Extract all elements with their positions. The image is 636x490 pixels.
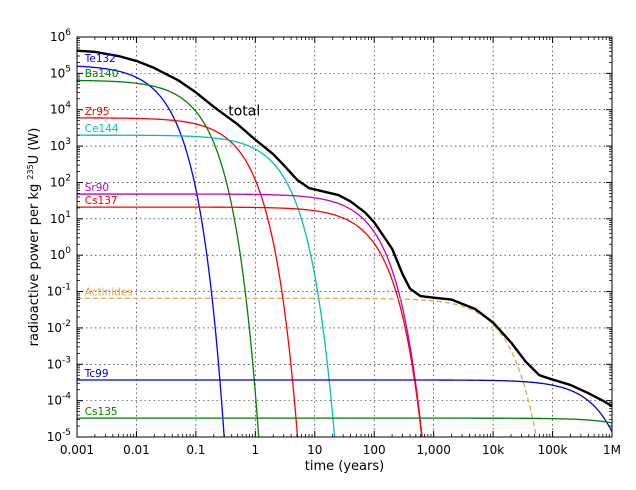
x-axis-label: time (years) [305,459,384,474]
series-label-sr90: Sr90 [85,182,109,194]
x-tick-label: 100 [363,443,386,457]
plot-background [77,37,612,437]
y-tick-label: 10-5 [47,428,71,444]
y-tick-label: 101 [50,210,71,226]
y-tick-label: 10-2 [47,319,71,335]
series-line-cs135 [77,417,612,424]
series-line-sr90 [77,193,423,437]
x-tick-label: 1,000 [416,443,450,457]
y-tick-label: 102 [50,173,71,189]
y-axis-label-sup: 235 [26,164,35,179]
y-axis-label: radioactive power per kg 235U (W) [26,128,42,347]
series-label-total: total [228,103,260,119]
series-label-zr95: Zr95 [85,106,110,118]
x-tick-label: 1 [252,443,260,457]
series-label-cs137: Cs137 [85,195,118,207]
series-line-total [77,49,612,408]
series-label-te132: Te132 [84,53,116,65]
x-tick-label: 10 [307,443,322,457]
y-tick-label: 10-4 [47,392,72,408]
y-tick-label: 100 [50,246,71,262]
series-line-ce144 [77,134,336,437]
series-line-tc99 [77,379,612,433]
y-axis-label-prefix: radioactive power per kg [27,180,42,347]
y-tick-label: 10-1 [47,283,71,299]
series-line-ba140 [77,79,260,437]
x-tick-label: 10k [482,443,504,457]
series-line-te132 [77,65,225,437]
y-tick-label: 104 [50,101,71,117]
series-label-tc99: Tc99 [84,368,109,380]
y-tick-label: 10-3 [47,355,71,371]
y-axis-label-suffix: U (W) [27,128,42,165]
y-tick-label: 106 [50,28,71,44]
series-line-zr95 [77,117,299,437]
series-line-cs137 [77,206,423,437]
x-tick-label: 1M [603,443,621,457]
x-tick-label: 100k [538,443,568,457]
x-tick-label: 0.1 [186,443,205,457]
plot-frame [76,36,613,438]
axis-ticks: 0.001 0.01 0.1 1 10 100 1,000 10k 100k 1M 10-5 10-4… [47,28,621,457]
x-tick-label: 0.01 [123,443,150,457]
series-label-actinides: Actinides [85,286,133,298]
grid-lines [77,37,612,437]
x-tick-label: 0.001 [60,443,94,457]
series-line-actinides [77,297,537,437]
y-tick-label: 105 [50,64,71,80]
series-label-cs135: Cs135 [85,406,118,418]
y-tick-label: 103 [50,137,71,153]
series-label-ba140: Ba140 [85,68,119,80]
series-label-ce144: Ce144 [85,123,119,135]
series-lines [77,49,612,437]
